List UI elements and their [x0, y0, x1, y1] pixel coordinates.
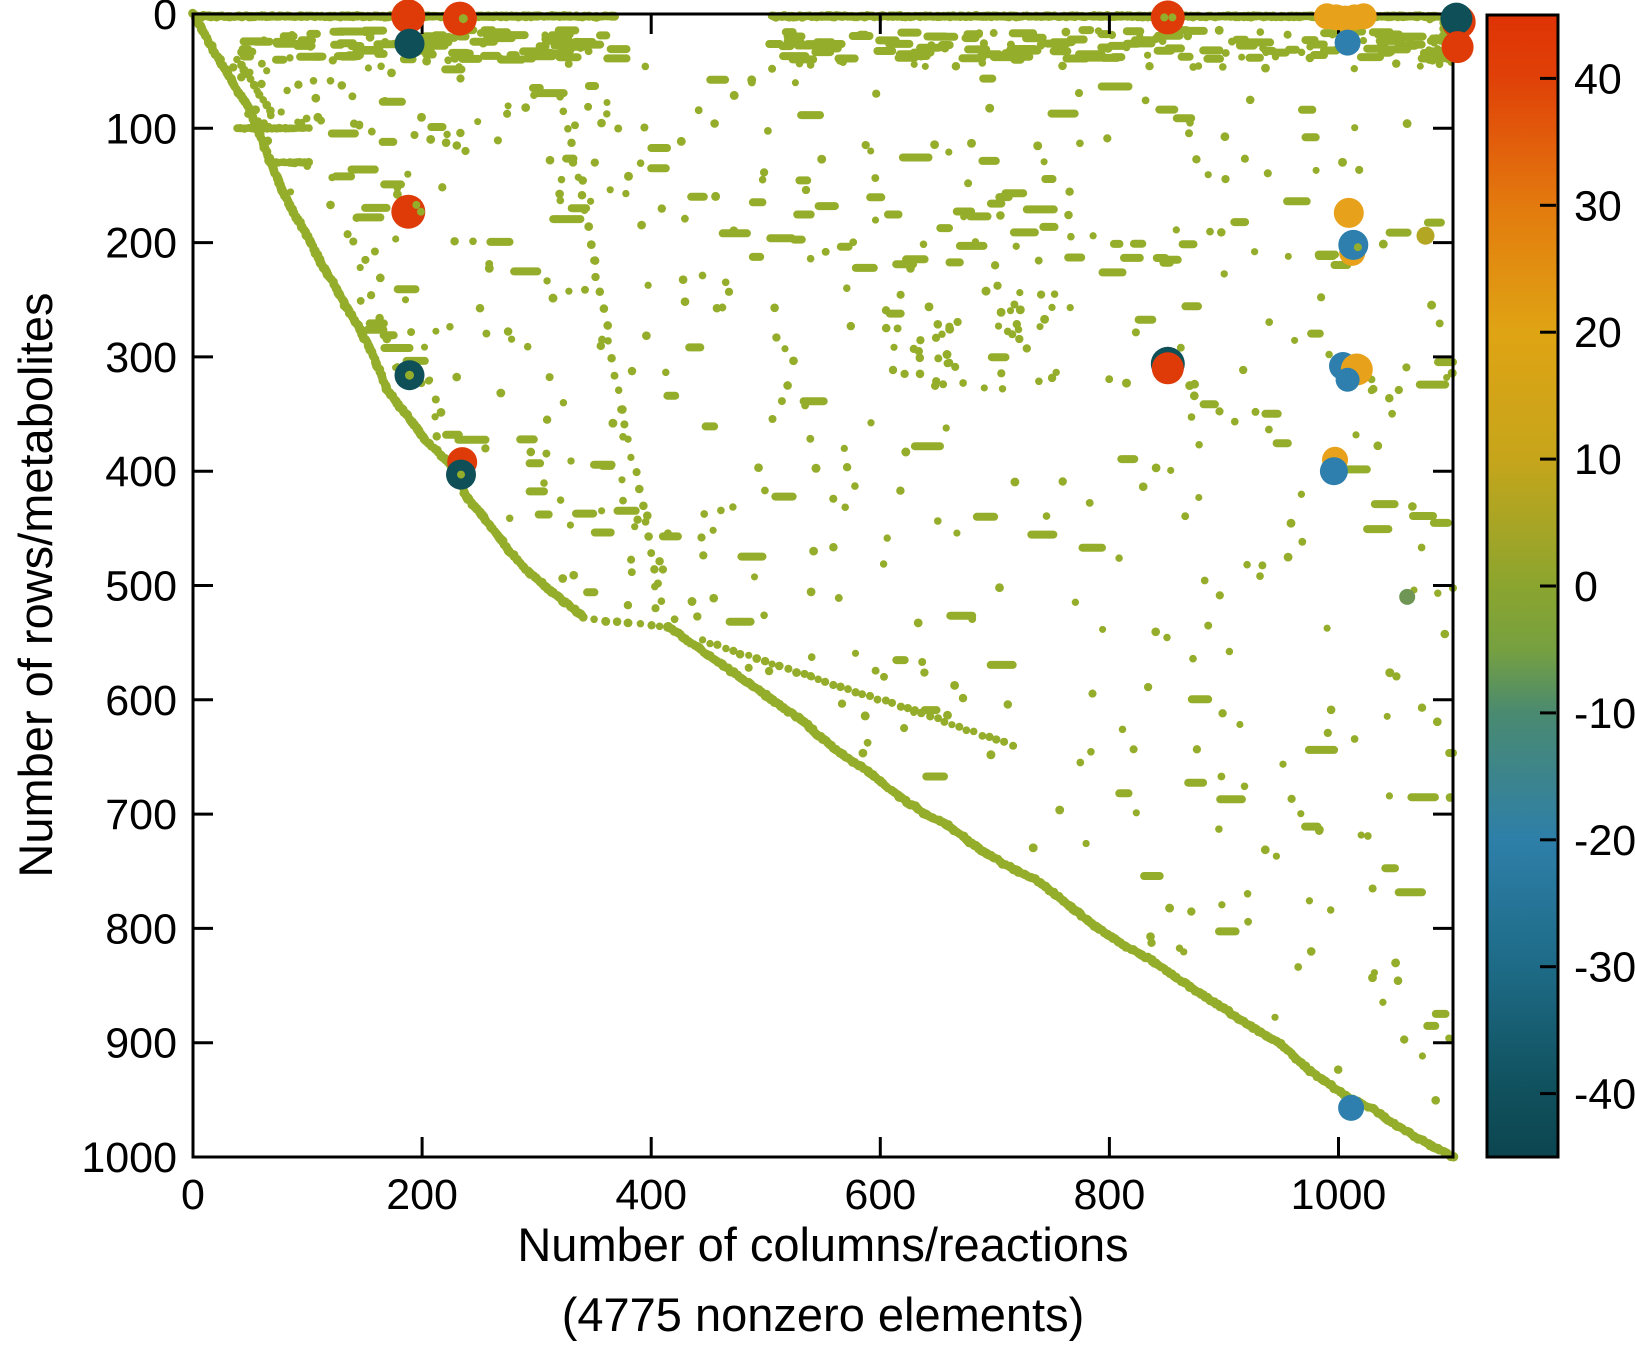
- matrix-entry-marker: [457, 470, 465, 479]
- matrix-entry-marker: [1399, 588, 1416, 605]
- y-tick-label: 300: [105, 334, 177, 382]
- matrix-entry-marker: [416, 207, 425, 216]
- colorbar-tick-label: -10: [1574, 690, 1635, 738]
- x-tick-label: 400: [615, 1171, 687, 1219]
- y-tick-label: 700: [105, 791, 177, 839]
- matrix-entry-marker: [391, 0, 426, 34]
- matrix-entry-marker: [1338, 1094, 1365, 1121]
- colorbar-tick-label: 20: [1574, 309, 1622, 357]
- matrix-entry-marker: [394, 28, 425, 59]
- matrix-entry-marker: [1350, 3, 1377, 30]
- matrix-entry-marker: [1160, 13, 1169, 22]
- colorbar: 40 30 20 10 0 -10 -20 -30 -40: [1485, 13, 1635, 1159]
- matrix-entry-marker: [1441, 31, 1474, 64]
- matrix-entry-marker: [1440, 2, 1473, 35]
- x-axis-label: Number of columns/reactions: [517, 1218, 1129, 1271]
- matrix-entry-marker: [458, 14, 468, 24]
- matrix-entry-marker: [1335, 367, 1360, 392]
- matrix-entry-marker: [1416, 226, 1435, 245]
- colorbar-tick-label: 10: [1574, 436, 1622, 484]
- colorbar-tick-label: 30: [1574, 182, 1622, 230]
- y-tick-label: 100: [105, 105, 177, 153]
- x-tick-label: 600: [844, 1171, 916, 1219]
- colorbar-tick-label: -30: [1574, 944, 1635, 992]
- matrix-entry-marker: [412, 200, 421, 209]
- x-tick-label: 1000: [1291, 1171, 1387, 1219]
- colorbar-tick-label: -20: [1574, 817, 1635, 865]
- matrix-entry-marker: [1353, 243, 1362, 252]
- x-axis-sublabel: (4775 nonzero elements): [561, 1288, 1085, 1341]
- large-markers: [391, 0, 1476, 1121]
- x-tick-label: 800: [1074, 1171, 1146, 1219]
- colorbar-tick-label: 0: [1574, 563, 1598, 611]
- matrix-entry-marker: [1168, 13, 1177, 22]
- y-tick-labels: 0 100 200 300 400 500 600 700 800 900 1000: [81, 0, 177, 1182]
- scatter-pattern: [188, 8, 1459, 1162]
- x-tick-label: 200: [386, 1171, 458, 1219]
- y-tick-label: 500: [105, 563, 177, 611]
- x-tick-labels: 0 200 400 600 800 1000: [181, 1171, 1386, 1219]
- y-tick-label: 0: [153, 0, 177, 39]
- matrix-entry-marker: [1338, 229, 1369, 260]
- plot-frame: [191, 12, 1455, 1159]
- y-tick-label: 800: [105, 905, 177, 953]
- matrix-entry-marker: [1333, 197, 1364, 228]
- x-tick-label: 0: [181, 1171, 205, 1219]
- y-tick-label: 600: [105, 677, 177, 725]
- colorbar-tick-label: -40: [1574, 1071, 1635, 1119]
- colorbar-tick-label: 40: [1574, 55, 1622, 103]
- y-tick-label: 400: [105, 448, 177, 496]
- y-tick-label: 200: [105, 220, 177, 268]
- y-tick-label: 900: [105, 1020, 177, 1068]
- matrix-entry-marker: [405, 370, 414, 380]
- y-tick-label: 1000: [81, 1134, 177, 1182]
- matrix-entry-marker: [1151, 352, 1184, 385]
- matrix-entry-marker: [1334, 29, 1361, 56]
- y-axis-label: Number of rows/metabolites: [9, 292, 62, 878]
- matrix-entry-marker: [1319, 457, 1348, 486]
